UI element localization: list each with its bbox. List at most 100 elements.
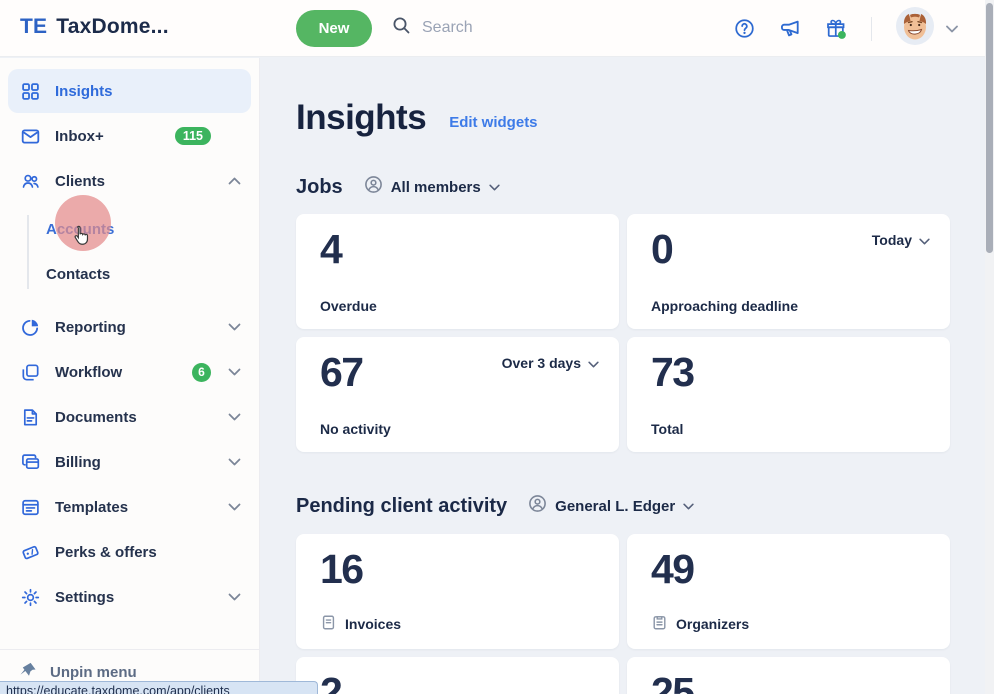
card-label: Total xyxy=(651,421,684,437)
jobs-member-filter[interactable]: All members xyxy=(364,175,500,199)
pin-icon xyxy=(19,661,37,683)
workflow-count-badge: 6 xyxy=(192,362,211,382)
sidebar-subitem-label: Contacts xyxy=(46,266,111,283)
sidebar-item-billing[interactable]: Billing xyxy=(8,440,251,484)
chevron-down-icon[interactable] xyxy=(227,455,241,469)
card-range-dropdown[interactable]: Over 3 days xyxy=(502,355,599,371)
card-label: No activity xyxy=(320,421,391,437)
megaphone-icon[interactable] xyxy=(779,18,801,40)
sidebar-item-label: Perks & offers xyxy=(55,543,157,561)
grid-icon xyxy=(21,82,40,101)
clients-submenu: Accounts Contacts xyxy=(0,207,259,297)
jobs-section-title: Jobs xyxy=(296,175,343,198)
main-content: Insights Edit widgets Jobs All members 4… xyxy=(261,57,994,694)
scrollbar-thumb[interactable] xyxy=(986,3,993,253)
search-icon xyxy=(392,16,411,40)
card-value: 2 xyxy=(320,669,343,694)
sidebar-item-contacts[interactable]: Contacts xyxy=(0,252,259,297)
link-preview-statusbar: https://educate.taxdome.com/app/clients xyxy=(0,681,318,694)
avatar xyxy=(896,7,934,50)
sidebar-item-templates[interactable]: Templates xyxy=(8,485,251,529)
sidebar-item-label: Clients xyxy=(55,172,106,190)
card-range-dropdown[interactable]: Today xyxy=(872,232,930,248)
card-label: Overdue xyxy=(320,298,377,314)
card-total[interactable]: 73 Total xyxy=(627,337,950,452)
card-no-activity[interactable]: 67 Over 3 days No activity xyxy=(296,337,619,452)
card-value: 49 xyxy=(651,546,695,592)
chevron-down-icon[interactable] xyxy=(227,320,241,334)
card-label: Organizers xyxy=(676,616,750,632)
sidebar-item-workflow[interactable]: Workflow 6 xyxy=(8,350,251,394)
sidebar-subitem-label: Accounts xyxy=(46,221,115,238)
chevron-up-icon[interactable] xyxy=(227,174,241,188)
sidebar-item-settings[interactable]: Settings xyxy=(8,575,251,619)
card-value: 73 xyxy=(651,349,695,395)
sidebar-item-insights[interactable]: Insights xyxy=(8,69,251,113)
chevron-down-icon[interactable] xyxy=(227,365,241,379)
card-organizers[interactable]: 49 Organizers xyxy=(627,534,950,649)
pie-chart-icon xyxy=(21,318,40,337)
jobs-cards: 4 Overdue 0 Today Approaching deadline 6… xyxy=(296,214,950,452)
gift-icon[interactable] xyxy=(825,18,847,40)
sidebar-item-label: Settings xyxy=(55,588,115,606)
chevron-down-icon[interactable] xyxy=(227,590,241,604)
chevron-down-icon[interactable] xyxy=(227,410,241,424)
sidebar-item-label: Templates xyxy=(55,498,129,516)
card-partial-right[interactable]: 25 xyxy=(627,657,950,694)
topbar: TE TaxDome... New Search xyxy=(0,0,994,57)
card-value: 16 xyxy=(320,546,364,592)
sidebar-item-reporting[interactable]: Reporting xyxy=(8,305,251,349)
app-logo[interactable]: TE TaxDome... xyxy=(20,15,169,39)
sidebar-item-documents[interactable]: Documents xyxy=(8,395,251,439)
tag-icon xyxy=(21,543,40,562)
card-approaching-deadline[interactable]: 0 Today Approaching deadline xyxy=(627,214,950,329)
sidebar-item-label: Inbox+ xyxy=(55,127,104,145)
filter-label: General L. Edger xyxy=(555,497,676,515)
window-icon xyxy=(21,498,40,517)
edit-widgets-link[interactable]: Edit widgets xyxy=(449,113,538,131)
user-menu[interactable] xyxy=(896,7,958,50)
card-value: 0 xyxy=(651,226,674,272)
pending-section-title: Pending client activity xyxy=(296,494,508,517)
unpin-menu-label: Unpin menu xyxy=(50,663,137,681)
search-input[interactable]: Search xyxy=(392,14,473,42)
member-icon xyxy=(528,494,547,518)
help-icon[interactable] xyxy=(733,18,755,40)
document-icon xyxy=(21,408,40,427)
new-button[interactable]: New xyxy=(296,10,372,47)
page-title: Insights xyxy=(296,98,427,137)
page-scrollbar[interactable] xyxy=(985,0,994,694)
sidebar-item-label: Insights xyxy=(55,82,113,100)
card-invoices[interactable]: 16 Invoices xyxy=(296,534,619,649)
sidebar-item-label: Workflow xyxy=(55,363,123,381)
card-partial-left[interactable]: 2 xyxy=(296,657,619,694)
chevron-down-icon xyxy=(946,20,958,38)
card-label: Invoices xyxy=(345,616,402,632)
dropdown-label: Over 3 days xyxy=(501,355,581,371)
card-value: 4 xyxy=(320,226,343,272)
pending-client-filter[interactable]: General L. Edger xyxy=(528,494,694,518)
chevron-down-icon xyxy=(588,355,599,371)
member-icon xyxy=(364,175,383,199)
sidebar-item-inbox[interactable]: Inbox+ 115 xyxy=(8,114,251,158)
card-overdue[interactable]: 4 Overdue xyxy=(296,214,619,329)
layers-icon xyxy=(21,363,40,382)
card-label: Approaching deadline xyxy=(651,298,799,314)
pending-cards: 16 Invoices 49 Organizers xyxy=(296,534,950,649)
notification-dot xyxy=(837,30,846,39)
sidebar-item-accounts[interactable]: Accounts xyxy=(0,207,259,252)
sidebar: Insights Inbox+ 115 Clients Accounts Con… xyxy=(0,58,260,694)
topbar-divider xyxy=(871,16,872,41)
sidebar-item-clients[interactable]: Clients xyxy=(8,159,251,203)
organizer-icon xyxy=(651,614,668,634)
gear-icon xyxy=(21,588,40,607)
workspace-name: TaxDome... xyxy=(56,15,169,38)
search-placeholder: Search xyxy=(422,19,473,36)
chevron-down-icon[interactable] xyxy=(227,500,241,514)
sidebar-item-perks[interactable]: Perks & offers xyxy=(8,530,251,574)
filter-label: All members xyxy=(390,178,481,196)
pending-cards-partial-row: 2 25 xyxy=(296,657,950,694)
logo-mark: TE xyxy=(20,15,48,38)
cards-icon xyxy=(21,453,40,472)
dropdown-label: Today xyxy=(871,232,912,248)
